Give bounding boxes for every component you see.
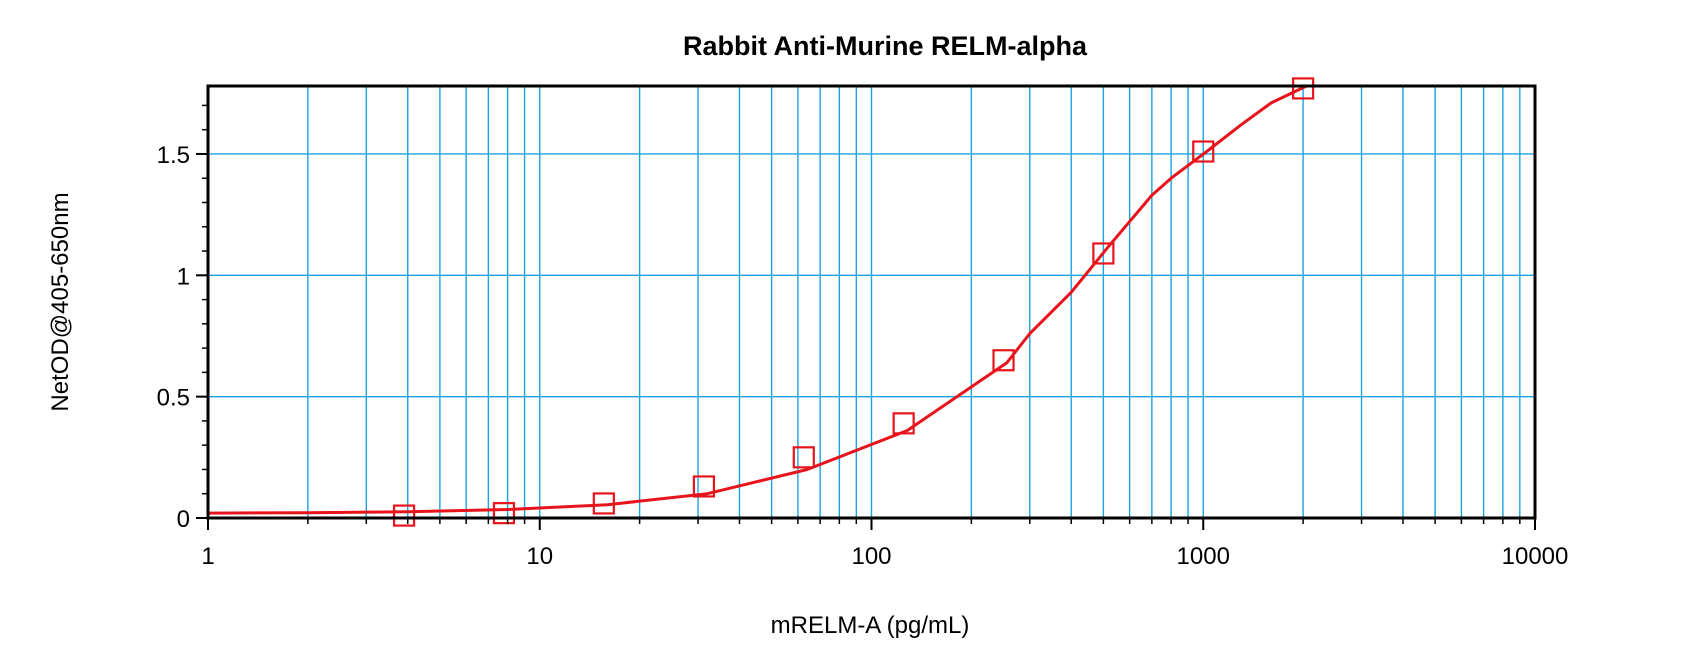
x-tick-label: 10 bbox=[526, 543, 553, 570]
axes: 1 10 100 1000 10000 0 0.5 1 1.5 bbox=[157, 104, 1569, 570]
y-tick-label: 1 bbox=[177, 263, 190, 290]
data-point bbox=[1292, 77, 1315, 100]
data-point bbox=[1092, 242, 1115, 265]
x-tick-label: 10000 bbox=[1502, 543, 1569, 570]
data-point bbox=[392, 504, 416, 527]
y-tick-label: 1.5 bbox=[157, 142, 190, 169]
x-tick-label: 1000 bbox=[1177, 543, 1230, 570]
data-point bbox=[692, 475, 716, 498]
grid bbox=[208, 86, 1535, 518]
chart-title: Rabbit Anti-Murine RELM-alpha bbox=[683, 31, 1088, 61]
x-axis-label: mRELM-A (pg/mL) bbox=[771, 612, 970, 639]
x-tick-label: 100 bbox=[851, 543, 891, 570]
data-point bbox=[1192, 140, 1215, 163]
y-tick-label: 0 bbox=[177, 506, 190, 533]
y-tick-label: 0.5 bbox=[157, 385, 190, 412]
data-point bbox=[592, 492, 615, 515]
data-point bbox=[492, 502, 516, 525]
y-axis-label: NetOD@405-650nm bbox=[47, 192, 74, 411]
data-point bbox=[792, 446, 815, 469]
x-tick-label: 1 bbox=[201, 543, 214, 570]
data-point bbox=[992, 349, 1015, 372]
data-points bbox=[392, 77, 1315, 527]
data-point bbox=[892, 412, 915, 435]
